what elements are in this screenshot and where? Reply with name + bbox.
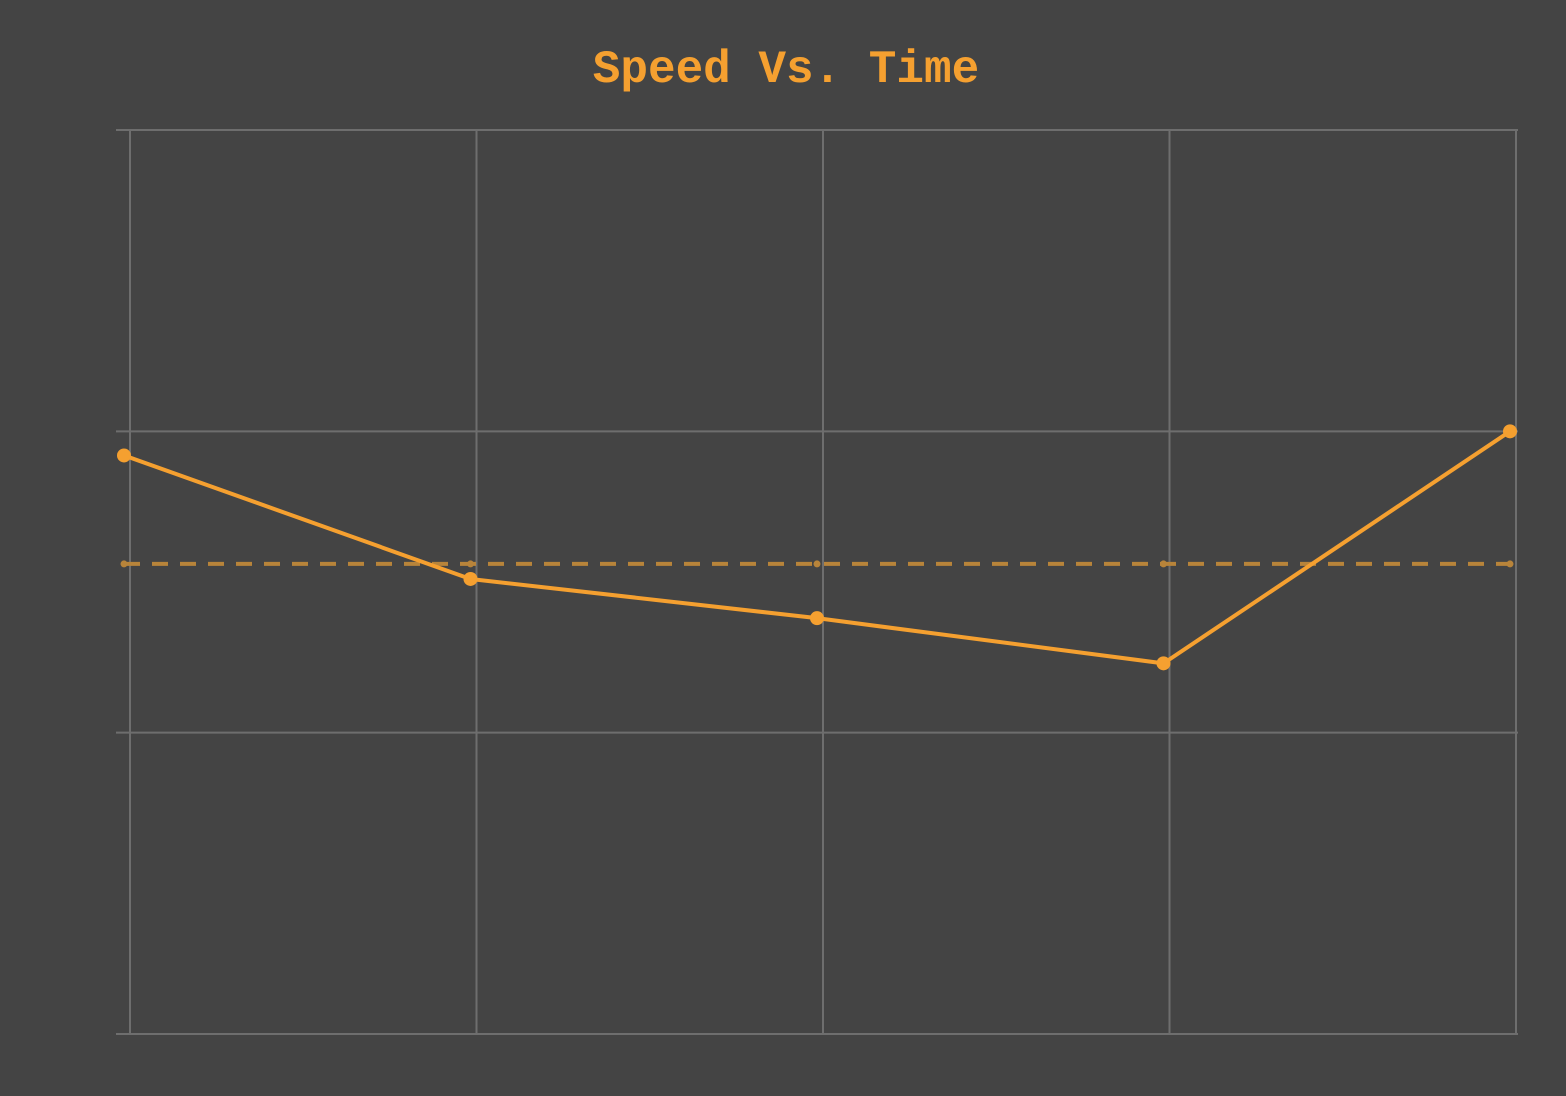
data-point — [117, 448, 131, 463]
series-line — [122, 429, 1512, 666]
data-point — [1503, 424, 1517, 439]
average-line-point — [120, 560, 128, 568]
data-point — [1156, 656, 1171, 671]
average-line-point — [467, 560, 474, 568]
series-group — [117, 424, 1517, 671]
average-line-point — [813, 560, 821, 568]
reference-lines — [120, 560, 1514, 568]
data-point — [810, 611, 824, 626]
data-point — [463, 571, 478, 586]
grid — [116, 129, 1518, 1035]
chart-title: Speed Vs. Time — [592, 44, 980, 96]
average-line-point — [1160, 560, 1167, 568]
average-line-point — [1506, 560, 1514, 568]
